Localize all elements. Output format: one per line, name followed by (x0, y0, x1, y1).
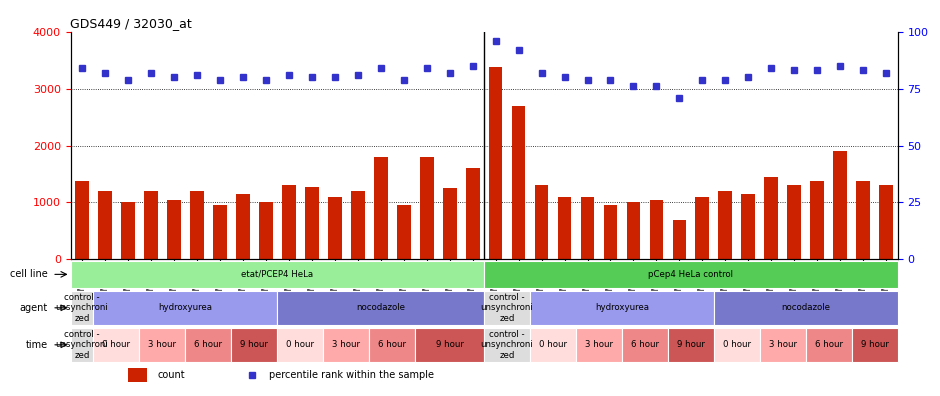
Bar (351, 191, 365, 259)
Text: 9 hour: 9 hour (677, 340, 705, 349)
Bar (576, 328, 622, 362)
Bar (139, 328, 185, 362)
Bar (282, 185, 296, 259)
Bar (806, 328, 852, 362)
Text: count: count (157, 370, 185, 380)
Bar (788, 185, 801, 259)
Bar (236, 194, 250, 259)
Bar (696, 197, 710, 259)
Bar (93, 291, 277, 325)
Bar (93, 328, 139, 362)
Bar (530, 328, 576, 362)
Bar (535, 185, 548, 259)
Bar (718, 191, 732, 259)
Bar (144, 191, 158, 259)
Bar (484, 261, 898, 288)
Bar (98, 191, 112, 259)
Bar (328, 197, 341, 259)
Text: nocodazole: nocodazole (781, 303, 830, 312)
Bar (277, 291, 484, 325)
Bar (443, 188, 457, 259)
Bar (484, 328, 530, 362)
Bar (530, 291, 713, 325)
Bar (190, 191, 204, 259)
Text: percentile rank within the sample: percentile rank within the sample (269, 370, 434, 380)
Text: time: time (25, 340, 48, 350)
Text: 0 hour: 0 hour (723, 340, 751, 349)
Bar (121, 202, 134, 259)
Bar (323, 328, 369, 362)
Bar (581, 197, 594, 259)
Bar (70, 261, 484, 288)
Bar (810, 181, 824, 259)
Text: control -
unsynchroni
zed: control - unsynchroni zed (55, 293, 108, 323)
Bar (603, 206, 618, 259)
Text: hydroxyurea: hydroxyurea (595, 303, 649, 312)
Text: 6 hour: 6 hour (631, 340, 659, 349)
Bar (167, 200, 180, 259)
Text: cell line: cell line (9, 269, 48, 279)
Text: 9 hour: 9 hour (241, 340, 268, 349)
Bar (834, 151, 847, 259)
Text: 0 hour: 0 hour (287, 340, 314, 349)
Text: 6 hour: 6 hour (195, 340, 223, 349)
Bar (185, 328, 231, 362)
Text: 9 hour: 9 hour (436, 340, 463, 349)
Text: hydroxyurea: hydroxyurea (158, 303, 212, 312)
Text: control -
unsynchroni
zed: control - unsynchroni zed (480, 293, 534, 323)
Bar (213, 206, 227, 259)
Bar (668, 328, 713, 362)
Bar (70, 291, 93, 325)
Text: 0 hour: 0 hour (102, 340, 131, 349)
Bar (713, 328, 760, 362)
Bar (420, 157, 433, 259)
Bar (129, 368, 147, 381)
Bar (374, 157, 387, 259)
Bar (75, 181, 89, 259)
Text: 9 hour: 9 hour (861, 340, 888, 349)
Text: 3 hour: 3 hour (149, 340, 177, 349)
Text: 3 hour: 3 hour (332, 340, 360, 349)
Text: 3 hour: 3 hour (769, 340, 797, 349)
Text: 6 hour: 6 hour (815, 340, 843, 349)
Bar (489, 67, 503, 259)
Bar (760, 328, 806, 362)
Bar (879, 185, 893, 259)
Bar (277, 328, 323, 362)
Text: etat/PCEP4 HeLa: etat/PCEP4 HeLa (242, 270, 313, 279)
Bar (627, 202, 640, 259)
Bar (484, 291, 530, 325)
Text: nocodazole: nocodazole (356, 303, 405, 312)
Bar (231, 328, 277, 362)
Bar (415, 328, 484, 362)
Bar (258, 202, 273, 259)
Bar (397, 206, 411, 259)
Text: GDS449 / 32030_at: GDS449 / 32030_at (70, 17, 193, 30)
Bar (70, 328, 93, 362)
Text: 6 hour: 6 hour (378, 340, 406, 349)
Bar (511, 106, 525, 259)
Bar (672, 219, 686, 259)
Bar (764, 177, 778, 259)
Bar (650, 200, 664, 259)
Bar (852, 328, 898, 362)
Bar (369, 328, 415, 362)
Text: control -
unsynchroni
zed: control - unsynchroni zed (480, 330, 534, 360)
Bar (465, 168, 479, 259)
Text: agent: agent (20, 303, 48, 313)
Text: 0 hour: 0 hour (539, 340, 567, 349)
Bar (622, 328, 668, 362)
Bar (305, 187, 319, 259)
Bar (742, 194, 755, 259)
Text: pCep4 HeLa control: pCep4 HeLa control (649, 270, 733, 279)
Bar (557, 197, 572, 259)
Text: 3 hour: 3 hour (585, 340, 613, 349)
Bar (856, 181, 870, 259)
Text: control -
unsynchroni
zed: control - unsynchroni zed (55, 330, 108, 360)
Bar (713, 291, 898, 325)
